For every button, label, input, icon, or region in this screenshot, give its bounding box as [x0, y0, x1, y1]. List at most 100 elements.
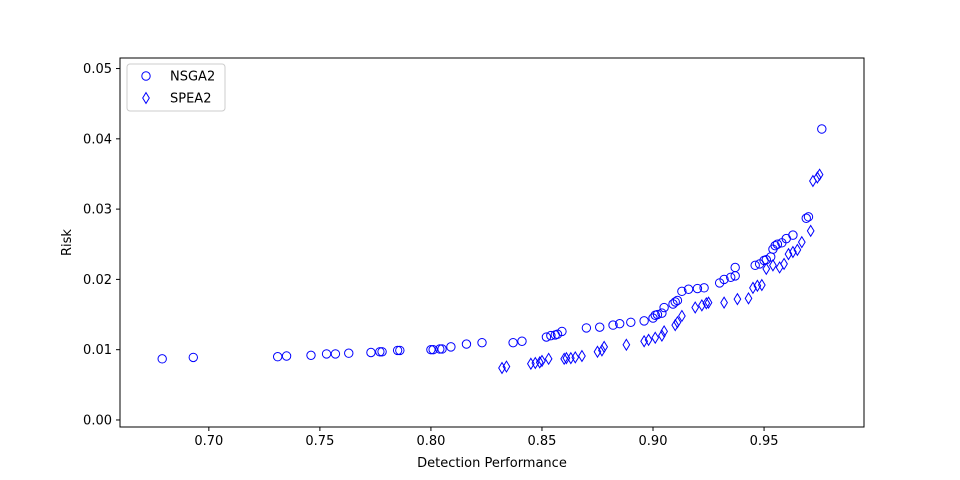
nsga2-point: [719, 274, 729, 285]
nsga2-point: [344, 348, 354, 358]
spea2-point: [813, 171, 822, 184]
nsga2-point: [541, 332, 552, 342]
nsga2-point: [657, 308, 667, 318]
x-axis-ticks: 0.70 0.75 0.80 0.85 0.90 0.95: [194, 427, 779, 449]
nsga2-point: [477, 337, 487, 348]
x-tick-label: 0.70: [194, 434, 223, 449]
axes-frame: [119, 57, 865, 428]
spea2-point: [544, 352, 553, 366]
nsga2-point: [426, 344, 436, 355]
y-axis-ticks: 0.00 0.01 0.02 0.03 0.04 0.05: [83, 62, 120, 428]
spea2-point: [780, 257, 788, 271]
nsga2-point: [639, 316, 649, 326]
spea2-point: [720, 296, 728, 309]
x-tick-label: 0.85: [527, 434, 556, 449]
spea2-point: [733, 292, 742, 306]
nsga2-point: [281, 351, 292, 361]
nsga2-point: [366, 347, 376, 358]
y-tick-label: 0.01: [83, 343, 112, 358]
spea2-point: [502, 360, 511, 373]
nsga2-point: [659, 302, 669, 313]
spea2-point: [769, 258, 777, 272]
nsga2-point: [461, 339, 472, 349]
spea2-point: [600, 340, 609, 354]
nsga2-point: [770, 240, 780, 251]
nsga2-point: [272, 352, 283, 362]
nsga2-point: [377, 347, 387, 357]
nsga2-point: [699, 283, 709, 293]
spea2-point: [644, 333, 653, 347]
nsga2-point: [375, 347, 385, 357]
y-tick-label: 0.02: [83, 273, 112, 288]
series-nsga2: [157, 124, 827, 364]
spea2-point: [789, 245, 797, 259]
spea2-point: [744, 292, 753, 305]
nsga2-point: [801, 213, 811, 223]
spea2-point: [793, 243, 802, 257]
legend-label-nsga2: NSGA2: [170, 70, 215, 85]
nsga2-point: [788, 230, 798, 240]
x-tick-label: 0.90: [639, 434, 668, 449]
spea2-point: [640, 334, 649, 348]
spea2-point: [806, 224, 815, 238]
nsga2-point: [615, 318, 625, 329]
spea2-point: [815, 168, 824, 182]
spea2-point: [651, 331, 660, 345]
spea2-point: [578, 349, 586, 363]
y-tick-label: 0.03: [83, 203, 112, 218]
nsga2-point: [772, 239, 783, 249]
spea2-point: [697, 299, 706, 312]
spea2-point: [560, 352, 569, 366]
legend-marker-diamond: [142, 91, 150, 105]
spea2-point: [691, 301, 700, 314]
nsga2-point: [435, 344, 445, 354]
points-layer: [157, 124, 827, 375]
legend-entry-spea2: SPEA2: [142, 91, 211, 107]
x-tick-label: 0.95: [750, 434, 779, 449]
spea2-point: [593, 345, 602, 359]
spea2-point: [598, 344, 606, 357]
spea2-point: [571, 351, 580, 364]
nsga2-point: [306, 350, 316, 361]
nsga2-point: [817, 124, 827, 134]
nsga2-point: [157, 354, 167, 364]
nsga2-point: [672, 295, 683, 306]
spea2-point: [673, 315, 682, 329]
spea2-point: [498, 361, 506, 375]
y-tick-label: 0.00: [83, 413, 112, 428]
nsga2-point: [517, 336, 527, 346]
legend-marker: [141, 71, 151, 81]
nsga2-point: [395, 345, 405, 356]
nsga2-point: [670, 297, 680, 307]
legend-box: [126, 63, 226, 112]
nsga2-point: [330, 349, 341, 359]
legend-label-spea2: SPEA2: [170, 92, 211, 107]
spea2-point: [678, 309, 686, 323]
nsga2-point: [677, 286, 687, 297]
nsga2-point: [683, 284, 694, 294]
nsga2-point: [750, 260, 760, 271]
y-tick-label: 0.04: [83, 132, 112, 147]
legend-marker-circle: [141, 71, 151, 81]
y-axis-label: Risk: [60, 229, 75, 256]
spea2-point: [538, 354, 546, 368]
y-tick-label: 0.05: [83, 62, 112, 77]
legend: NSGA2 SPEA2: [126, 63, 226, 112]
nsga2-point: [508, 337, 518, 348]
spea2-point: [704, 296, 713, 309]
nsga2-point: [608, 320, 618, 330]
x-tick-label: 0.80: [416, 434, 445, 449]
nsga2-point: [392, 345, 403, 356]
spea2-point: [702, 296, 711, 310]
spea2-point: [660, 325, 669, 338]
plot-area: 0.70 0.75 0.80 0.85 0.90 0.95 0.000.010.020.0…: [83, 57, 865, 449]
nsga2-point: [595, 322, 605, 332]
nsga2-point: [652, 309, 663, 320]
nsga2-point: [692, 283, 703, 294]
nsga2-point: [557, 326, 567, 337]
spea2-point: [671, 318, 680, 332]
nsga2-point: [437, 344, 447, 354]
nsga2-point: [803, 212, 814, 222]
nsga2-point: [730, 262, 740, 273]
